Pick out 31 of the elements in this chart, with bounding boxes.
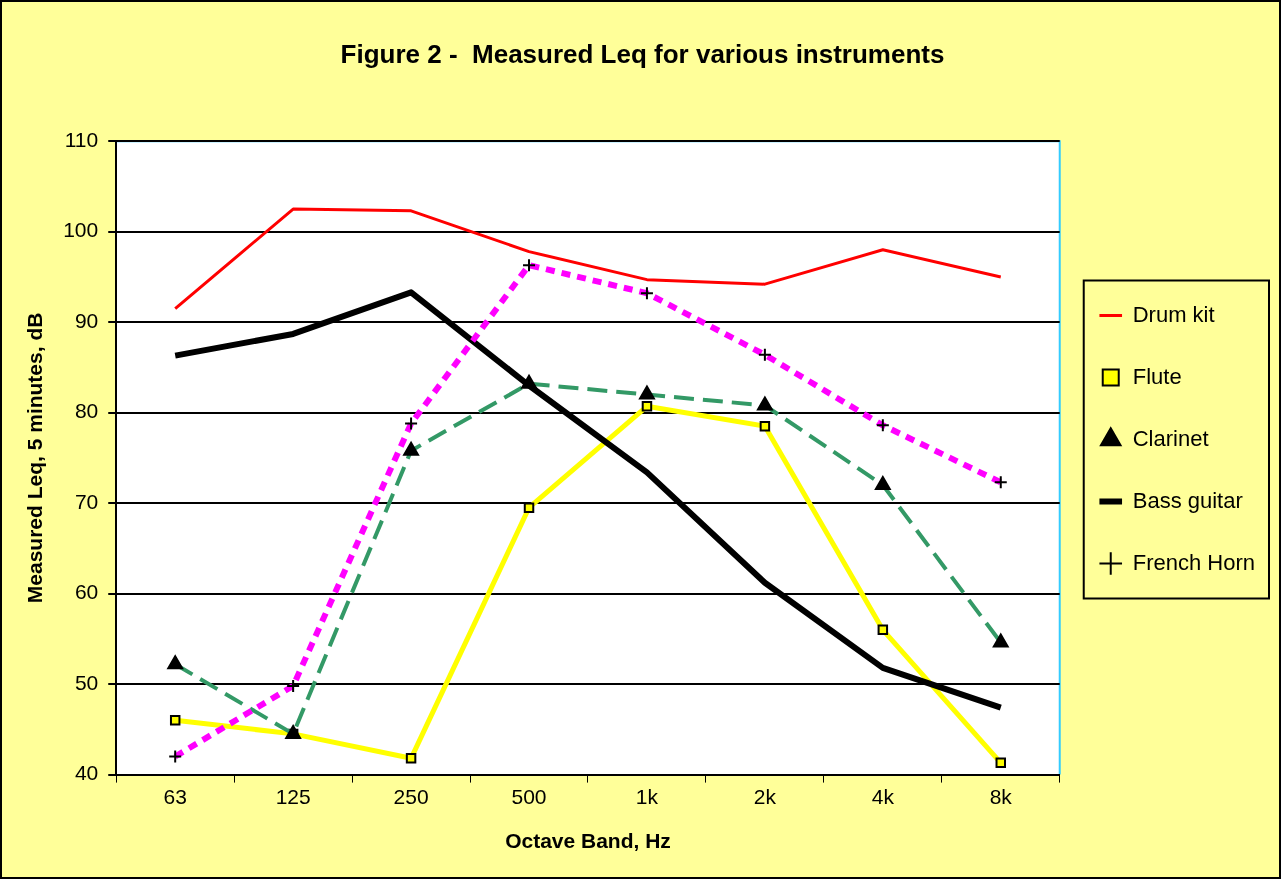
- y-tick-label: 110: [64, 128, 99, 151]
- y-axis-title: Measured Leq, 5 minutes, dB: [23, 312, 47, 604]
- point: [641, 401, 653, 412]
- legend-label: Flute: [1132, 363, 1182, 389]
- point: [759, 420, 771, 432]
- legend-label: Clarinet: [1132, 425, 1209, 451]
- point: [523, 502, 535, 513]
- y-tick-label: 50: [74, 670, 99, 694]
- x-tick-label: 1k: [635, 785, 659, 808]
- point: [169, 715, 181, 726]
- y-tick-label: 70: [74, 489, 99, 513]
- x-tick-label: 125: [275, 785, 311, 808]
- y-tick-label: 60: [74, 580, 99, 604]
- y-tick-label: 40: [74, 761, 99, 785]
- point: [995, 757, 1007, 769]
- x-tick-label: 63: [163, 785, 187, 808]
- x-tick-label: 4k: [871, 785, 895, 808]
- point: [877, 624, 889, 636]
- x-axis-title: Octave Band, Hz: [505, 829, 671, 853]
- x-tick-label: 250: [393, 785, 429, 808]
- y-tick-label: 90: [74, 308, 99, 332]
- x-tick-label: 500: [511, 785, 547, 808]
- legend-label: Bass guitar: [1132, 487, 1243, 513]
- legend-label: Drum kit: [1132, 301, 1215, 327]
- y-tick-label: 80: [74, 399, 99, 423]
- x-tick-label: 2k: [753, 785, 777, 808]
- legend-label: French Horn: [1132, 549, 1256, 575]
- y-tick-label: 100: [63, 218, 99, 242]
- x-tick-label: 8k: [989, 785, 1013, 808]
- chart-title: Figure 2 - Measured Leq for various instruments: [340, 38, 945, 69]
- point: [405, 753, 417, 764]
